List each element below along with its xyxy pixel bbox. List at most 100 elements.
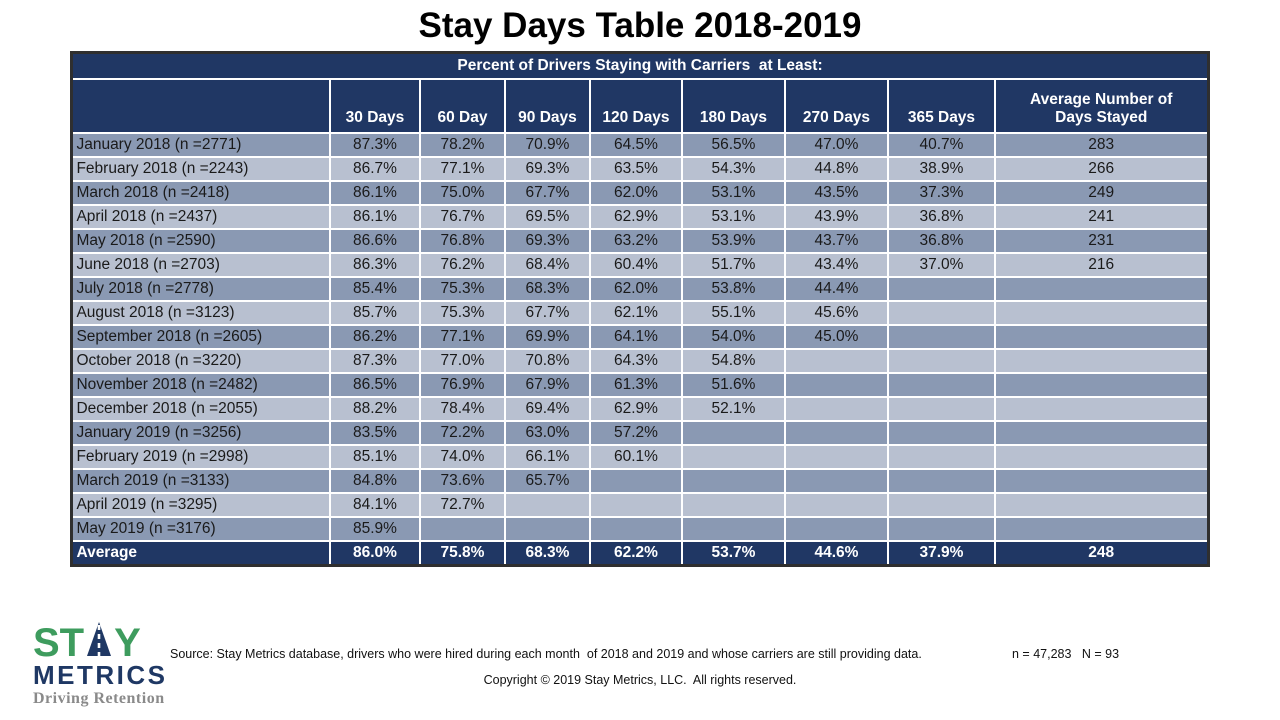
- value-cell: 75.0%: [418, 179, 506, 206]
- value-cell: 241: [993, 203, 1210, 230]
- value-cell: 216: [993, 251, 1210, 278]
- month-cell: March 2018 (n =2418): [70, 179, 331, 206]
- table-row: July 2018 (n =2778) 85.4% 75.3% 68.3% 62.0% 5…: [70, 275, 1210, 302]
- table-row: April 2019 (n =3295) 84.1% 72.7%: [70, 491, 1210, 518]
- value-cell: 51.7%: [680, 251, 786, 278]
- value-cell: 44.8%: [783, 155, 889, 182]
- sample-size-text: n = 47,283 N = 93: [1012, 647, 1120, 661]
- average-value-cell: 86.0%: [328, 539, 421, 567]
- value-cell: 60.1%: [588, 443, 683, 470]
- month-cell: January 2018 (n =2771): [70, 131, 331, 158]
- column-header-label: Average Number of Days Stayed: [1030, 90, 1173, 126]
- value-cell: [886, 371, 996, 398]
- value-cell: [680, 467, 786, 494]
- value-cell: 44.4%: [783, 275, 889, 302]
- value-cell: [993, 443, 1210, 470]
- value-cell: [680, 419, 786, 446]
- value-cell: [783, 515, 889, 542]
- value-cell: [680, 491, 786, 518]
- value-cell: [886, 443, 996, 470]
- value-cell: [588, 467, 683, 494]
- value-cell: 37.3%: [886, 179, 996, 206]
- logo-tagline: Driving Retention: [33, 690, 165, 707]
- average-value-cell: 75.8%: [418, 539, 506, 567]
- value-cell: 54.0%: [680, 323, 786, 350]
- table-row: January 2019 (n =3256) 83.5% 72.2% 63.0% 57.…: [70, 419, 1210, 446]
- value-cell: 72.7%: [418, 491, 506, 518]
- value-cell: 53.9%: [680, 227, 786, 254]
- table-row: August 2018 (n =3123) 85.7% 75.3% 67.7% 62.1…: [70, 299, 1210, 326]
- value-cell: 45.6%: [783, 299, 889, 326]
- value-cell: 73.6%: [418, 467, 506, 494]
- value-cell: 77.0%: [418, 347, 506, 374]
- table-row: March 2019 (n =3133) 84.8% 73.6% 65.7%: [70, 467, 1210, 494]
- value-cell: 43.5%: [783, 179, 889, 206]
- value-cell: 64.3%: [588, 347, 683, 374]
- value-cell: 231: [993, 227, 1210, 254]
- table-row: February 2018 (n =2243) 86.7% 77.1% 69.3% 63…: [70, 155, 1210, 182]
- table-body: January 2018 (n =2771) 87.3% 78.2% 70.9% 64.…: [70, 131, 1210, 542]
- column-header-label: 120 Days: [602, 108, 670, 126]
- value-cell: [783, 419, 889, 446]
- value-cell: [680, 515, 786, 542]
- month-cell: April 2018 (n =2437): [70, 203, 331, 230]
- value-cell: [588, 515, 683, 542]
- value-cell: 69.3%: [503, 155, 591, 182]
- value-cell: 77.1%: [418, 323, 506, 350]
- footer: ST Y METRICS Driving Retention Source: S…: [0, 618, 1280, 720]
- value-cell: [993, 275, 1210, 302]
- value-cell: 75.3%: [418, 299, 506, 326]
- value-cell: 67.9%: [503, 371, 591, 398]
- value-cell: 62.1%: [588, 299, 683, 326]
- table-row: March 2018 (n =2418) 86.1% 75.0% 67.7% 62.0%…: [70, 179, 1210, 206]
- value-cell: 87.3%: [328, 131, 421, 158]
- table-row: April 2018 (n =2437) 86.1% 76.7% 69.5% 62.9%…: [70, 203, 1210, 230]
- value-cell: [886, 419, 996, 446]
- value-cell: [993, 299, 1210, 326]
- value-cell: 61.3%: [588, 371, 683, 398]
- month-cell: April 2019 (n =3295): [70, 491, 331, 518]
- value-cell: 52.1%: [680, 395, 786, 422]
- month-cell: January 2019 (n =3256): [70, 419, 331, 446]
- value-cell: 77.1%: [418, 155, 506, 182]
- column-header: 60 Day: [418, 77, 506, 134]
- value-cell: 38.9%: [886, 155, 996, 182]
- month-cell: June 2018 (n =2703): [70, 251, 331, 278]
- value-cell: [783, 491, 889, 518]
- value-cell: 64.1%: [588, 323, 683, 350]
- month-cell: February 2019 (n =2998): [70, 443, 331, 470]
- page-title: Stay Days Table 2018-2019: [418, 6, 862, 45]
- value-cell: 85.4%: [328, 275, 421, 302]
- value-cell: [783, 371, 889, 398]
- value-cell: 85.7%: [328, 299, 421, 326]
- value-cell: 67.7%: [503, 179, 591, 206]
- month-cell: September 2018 (n =2605): [70, 323, 331, 350]
- value-cell: 37.0%: [886, 251, 996, 278]
- value-cell: 64.5%: [588, 131, 683, 158]
- column-header: 270 Days: [783, 77, 889, 134]
- value-cell: 47.0%: [783, 131, 889, 158]
- value-cell: 69.4%: [503, 395, 591, 422]
- month-cell: May 2019 (n =3176): [70, 515, 331, 542]
- value-cell: [993, 323, 1210, 350]
- average-value-cell: 53.7%: [680, 539, 786, 567]
- value-cell: 43.7%: [783, 227, 889, 254]
- value-cell: 57.2%: [588, 419, 683, 446]
- value-cell: 86.2%: [328, 323, 421, 350]
- value-cell: [783, 443, 889, 470]
- logo-stay-right: Y: [114, 621, 141, 665]
- value-cell: 76.2%: [418, 251, 506, 278]
- value-cell: 70.9%: [503, 131, 591, 158]
- value-cell: [993, 347, 1210, 374]
- value-cell: 43.9%: [783, 203, 889, 230]
- value-cell: 85.1%: [328, 443, 421, 470]
- value-cell: 63.5%: [588, 155, 683, 182]
- value-cell: 74.0%: [418, 443, 506, 470]
- value-cell: [886, 299, 996, 326]
- average-row: Average 86.0% 75.8% 68.3% 62.2% 53.7% 44.6% 37.…: [70, 539, 1210, 567]
- column-header: 30 Days: [328, 77, 421, 134]
- value-cell: [503, 491, 591, 518]
- source-text: Source: Stay Metrics database, drivers w…: [170, 647, 922, 661]
- value-cell: 78.2%: [418, 131, 506, 158]
- month-cell: October 2018 (n =3220): [70, 347, 331, 374]
